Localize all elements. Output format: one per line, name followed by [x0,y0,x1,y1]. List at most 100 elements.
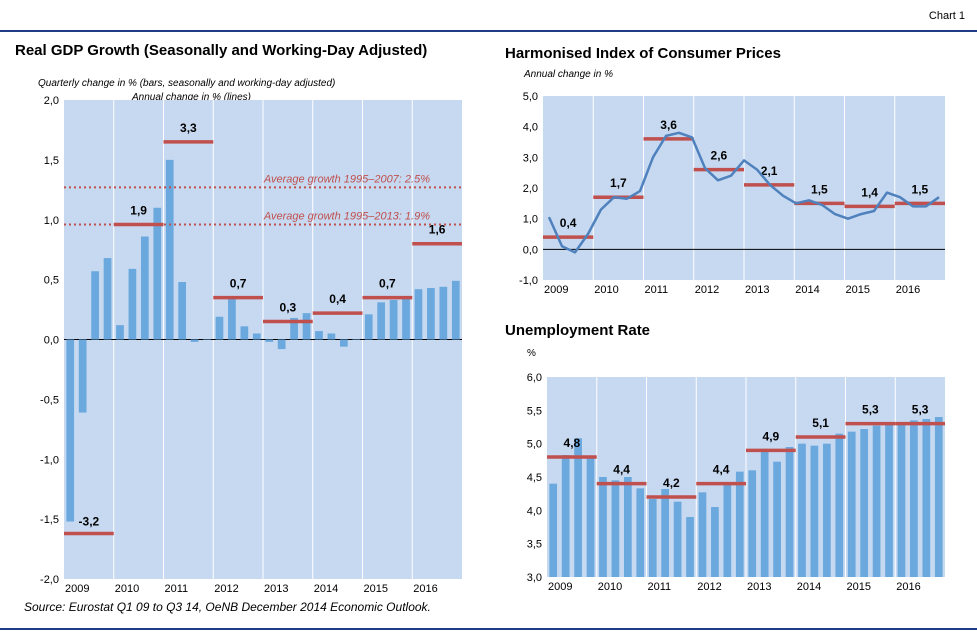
unemp-quarterly-bar [648,499,657,577]
hicp-y-tick-label: 5,0 [523,91,538,103]
gdp-quarterly-bar [165,159,174,340]
hicp-annual-label: 2,6 [711,149,728,163]
gdp-quarterly-bar [327,333,336,340]
gdp-y-tick-label: 2,0 [44,95,59,107]
unemp-x-tick-label: 2016 [896,581,920,593]
gdp-quarterly-bar [389,299,398,340]
unemp-quarterly-bar [599,477,607,577]
unemp-quarterly-bar [686,517,694,577]
gdp-y-tick-label: 0,5 [44,275,59,287]
gdp-annual-label: -3,2 [79,514,100,528]
gdp-y-tick-label: -0,5 [40,394,59,406]
unemp-y-tick-label: 5,0 [527,439,542,451]
gdp-x-tick-label: 2015 [364,583,388,595]
hicp-annual-label: 0,4 [560,216,577,230]
top-rule [0,30,977,32]
gdp-x-tick-label: 2009 [65,583,89,595]
unemp-ylabel: % [527,348,536,359]
gdp-annual-label: 0,4 [329,292,346,306]
gdp-annual-label: 1,6 [429,223,446,237]
hicp-annual-label: 2,1 [761,164,778,178]
unemp-quarterly-bar [773,461,781,577]
gdp-quarterly-bar [116,325,124,340]
unemp-y-tick-label: 4,0 [527,505,542,517]
hicp-y-tick-label: 0,0 [523,244,538,256]
gdp-annual-label: 3,3 [180,121,197,135]
unemp-quarterly-bar [623,477,632,577]
gdp-quarterly-bar [228,297,236,340]
unemp-y-tick-label: 3,0 [527,572,542,584]
gdp-quarterly-bar [190,339,199,342]
unemp-quarterly-bar [785,447,794,577]
bottom-rule [0,628,977,630]
unemp-quarterly-bar [922,419,931,577]
unemp-x-tick-label: 2013 [747,581,771,593]
unemp-x-tick-label: 2011 [648,581,672,593]
unemp-annual-label: 4,9 [763,429,780,443]
unemp-x-tick-label: 2012 [697,581,721,593]
gdp-x-tick-label: 2012 [214,583,238,595]
unemp-quarterly-bar [586,455,595,577]
hicp-x-tick-label: 2012 [695,284,719,296]
source-note: Source: Eurostat Q1 09 to Q3 14, OeNB De… [24,600,431,614]
gdp-quarterly-bar [103,258,112,340]
gdp-quarterly-bar [140,236,149,340]
unemp-quarterly-bar [910,420,918,577]
gdp-quarterly-bar [451,280,460,340]
hicp-x-tick-label: 2010 [594,284,618,296]
unemp-quarterly-bar [860,429,869,577]
hicp-annual-label: 1,4 [861,185,878,199]
gdp-quarterly-bar [153,207,162,340]
unemp-quarterly-bar [810,445,819,577]
unemp-quarterly-bar [934,417,943,577]
gdp-quarterly-bar [315,331,323,340]
unemp-quarterly-bar [847,431,856,577]
hicp-annual-label: 1,5 [912,182,929,196]
unemp-annual-label: 4,4 [613,463,630,477]
gdp-quarterly-bar [240,326,249,340]
hicp-y-tick-label: 1,0 [523,214,538,226]
unemp-quarterly-bar [885,423,893,577]
gdp-x-tick-label: 2011 [165,583,189,595]
unemp-y-tick-label: 5,5 [527,405,542,417]
gdp-quarterly-bar [290,317,298,340]
gdp-quarterly-bar [178,282,187,340]
gdp-quarterly-bar [414,289,423,340]
gdp-quarterly-bar [66,339,75,522]
gdp-annual-label: 1,9 [130,204,147,218]
gdp-y-tick-label: 0,0 [44,335,59,347]
unemp-x-tick-label: 2015 [847,581,871,593]
hicp-x-tick-label: 2015 [846,284,870,296]
unemp-annual-label: 4,8 [564,436,581,450]
chart-number: Chart 1 [928,10,965,22]
hicp-y-tick-label: 2,0 [523,183,538,195]
unemp-quarterly-bar [673,501,682,577]
gdp-quarterly-bar [215,316,224,340]
hicp-annual-label: 3,6 [660,118,677,132]
gdp-x-tick-label: 2010 [115,583,139,595]
unemp-quarterly-bar [549,483,558,577]
unemp-annual-label: 5,3 [862,403,879,417]
gdp-annual-label: 0,7 [379,277,396,291]
gdp-quarterly-bar [265,339,274,342]
gdp-title: Real GDP Growth (Seasonally and Working-… [15,42,428,59]
unemp-quarterly-bar [872,425,881,577]
gdp-y-tick-label: 1,0 [44,215,59,227]
hicp-y-tick-label: 4,0 [523,122,538,134]
gdp-y-tick-label: -1,5 [40,514,59,526]
unemp-quarterly-bar [611,480,620,577]
unemp-y-tick-label: 6,0 [527,372,542,384]
hicp-x-tick-label: 2014 [795,284,819,296]
unemp-x-tick-label: 2014 [797,581,821,593]
gdp-y-tick-label: 1,5 [44,155,59,167]
gdp-quarterly-bar [302,313,311,340]
gdp-x-tick-label: 2016 [413,583,437,595]
gdp-annual-label: 0,3 [280,301,297,315]
unemp-title: Unemployment Rate [505,322,651,339]
hicp-y-tick-label: -1,0 [519,275,538,287]
gdp-y-tick-label: -1,0 [40,454,59,466]
gdp-quarterly-bar [277,339,286,350]
unemp-quarterly-bar [822,443,831,577]
hicp-x-tick-label: 2011 [645,284,669,296]
